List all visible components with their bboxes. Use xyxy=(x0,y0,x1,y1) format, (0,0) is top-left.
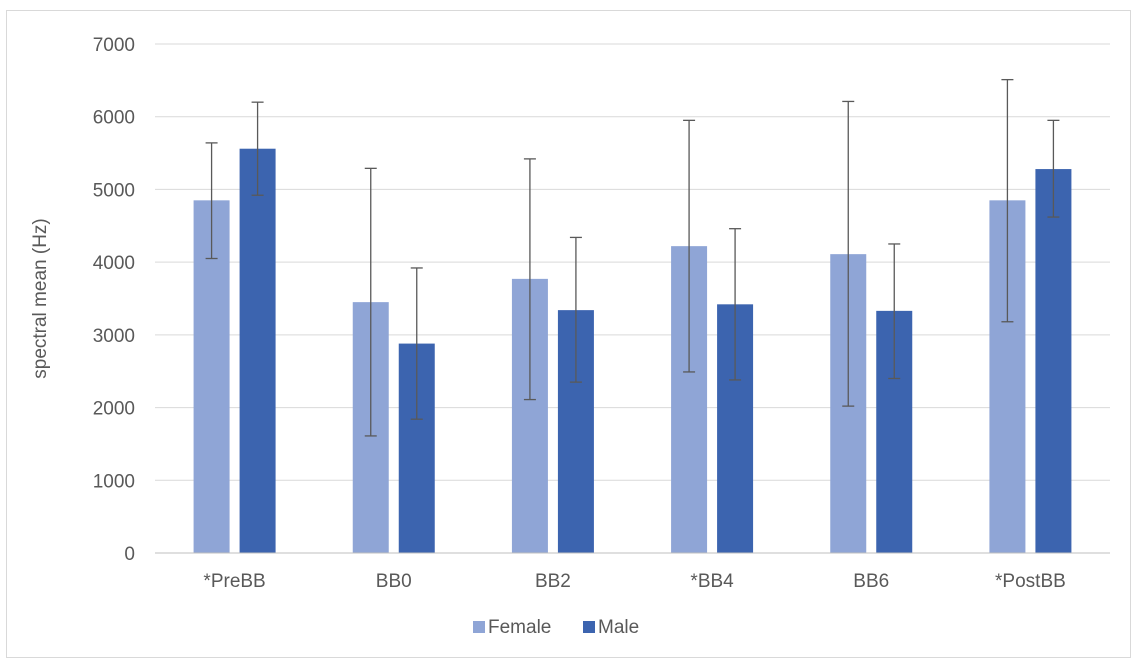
error-bar-female-0 xyxy=(205,142,218,260)
legend-swatch xyxy=(473,621,485,633)
error-bar-female-4 xyxy=(842,100,855,407)
legend: Female Male xyxy=(473,617,639,638)
y-axis-title: spectral mean (Hz) xyxy=(30,218,51,379)
legend-item-female: Female xyxy=(473,617,551,638)
legend-label: Female xyxy=(488,617,551,638)
y-axis-ticks: 0 1000 2000 3000 4000 5000 6000 7000 xyxy=(93,35,135,565)
x-axis-ticks: *PreBB BB0 BB2 *BB4 BB6 *PostBB xyxy=(203,571,1065,592)
error-bar-female-5 xyxy=(1001,78,1014,323)
error-bars xyxy=(205,78,1060,437)
y-tick-label: 0 xyxy=(124,544,135,565)
y-tick-label: 5000 xyxy=(93,180,135,201)
x-tick-label: BB0 xyxy=(376,571,412,592)
error-bar-male-4 xyxy=(888,243,901,380)
legend-item-male: Male xyxy=(583,617,639,638)
error-bar-male-0 xyxy=(251,101,264,196)
error-bar-male-5 xyxy=(1047,119,1060,218)
error-bar-female-1 xyxy=(364,167,377,437)
error-bar-male-2 xyxy=(569,236,582,383)
x-tick-label: *PostBB xyxy=(995,571,1066,592)
bars xyxy=(193,148,1072,554)
error-bar-male-1 xyxy=(410,267,423,420)
x-tick-label: *BB4 xyxy=(690,571,734,592)
legend-swatch xyxy=(583,621,595,633)
legend-label: Male xyxy=(598,617,639,638)
error-bar-female-2 xyxy=(523,158,536,401)
error-bar-male-3 xyxy=(729,228,742,381)
y-tick-label: 2000 xyxy=(93,399,135,420)
y-tick-label: 1000 xyxy=(93,471,135,492)
error-bar-female-3 xyxy=(683,119,696,373)
y-tick-label: 3000 xyxy=(93,326,135,347)
x-tick-label: BB6 xyxy=(853,571,889,592)
bar-male-0 xyxy=(239,148,276,554)
y-tick-label: 6000 xyxy=(93,108,135,129)
y-tick-label: 7000 xyxy=(93,35,135,56)
gridlines xyxy=(155,43,1110,481)
x-tick-label: *PreBB xyxy=(203,571,265,592)
x-tick-label: BB2 xyxy=(535,571,571,592)
bar-male-5 xyxy=(1035,169,1072,553)
y-tick-label: 4000 xyxy=(93,253,135,274)
